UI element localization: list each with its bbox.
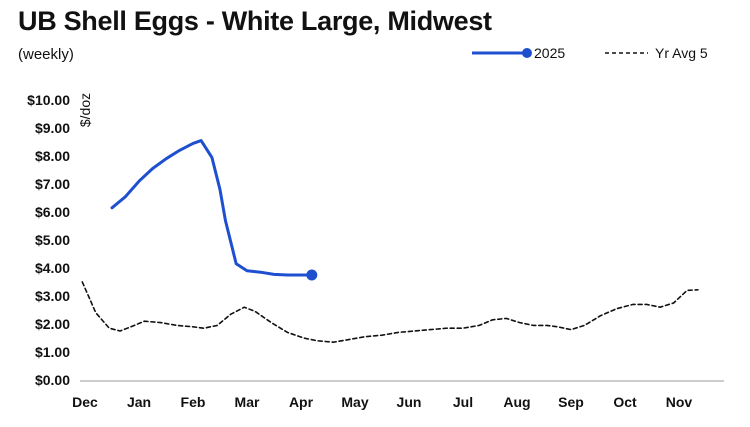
series-end-marker-2025 (306, 269, 318, 281)
x-axis-ticks: Dec Jan Feb Mar Apr May Jun Jul Aug Sep Oct Nov (72, 394, 692, 410)
x-tick-label: Dec (72, 394, 98, 410)
y-tick-label: $1.00 (35, 344, 70, 360)
y-tick-label: $4.00 (35, 260, 70, 276)
series-line-yr-avg-5 (81, 281, 699, 343)
x-tick-label: Jun (397, 394, 422, 410)
y-tick-label: $8.00 (35, 148, 70, 164)
y-tick-label: $0.00 (35, 372, 70, 388)
x-tick-label: Aug (503, 394, 530, 410)
x-tick-label: Nov (666, 394, 693, 410)
x-tick-label: Jul (453, 394, 473, 410)
x-tick-label: Feb (181, 394, 206, 410)
x-tick-label: Mar (235, 394, 260, 410)
y-tick-label: $10.00 (27, 92, 70, 108)
series-group (81, 139, 699, 343)
x-tick-label: Oct (613, 394, 637, 410)
y-tick-label: $6.00 (35, 204, 70, 220)
series-line-2025 (110, 139, 314, 277)
x-tick-label: May (341, 394, 368, 410)
y-tick-label: $3.00 (35, 288, 70, 304)
y-tick-label: $9.00 (35, 120, 70, 136)
chart-title: UB Shell Eggs - White Large, Midwest (18, 6, 492, 36)
chart-subtitle: (weekly) (18, 46, 74, 63)
y-tick-label: $2.00 (35, 316, 70, 332)
legend-2025-marker (522, 48, 532, 58)
y-tick-label: $5.00 (35, 232, 70, 248)
x-tick-label: Jan (127, 394, 151, 410)
y-axis-label: $/doz (77, 93, 93, 127)
legend-2025-label: 2025 (534, 45, 565, 61)
y-tick-label: $7.00 (35, 176, 70, 192)
y-axis-ticks: $0.00 $1.00 $2.00 $3.00 $4.00 $5.00 $6.00 $7.00… (27, 92, 70, 388)
legend-yravg5-label: Yr Avg 5 (655, 45, 708, 61)
x-tick-label: Sep (558, 394, 584, 410)
x-tick-label: Apr (289, 394, 314, 410)
legend: 2025 Yr Avg 5 (472, 45, 708, 61)
